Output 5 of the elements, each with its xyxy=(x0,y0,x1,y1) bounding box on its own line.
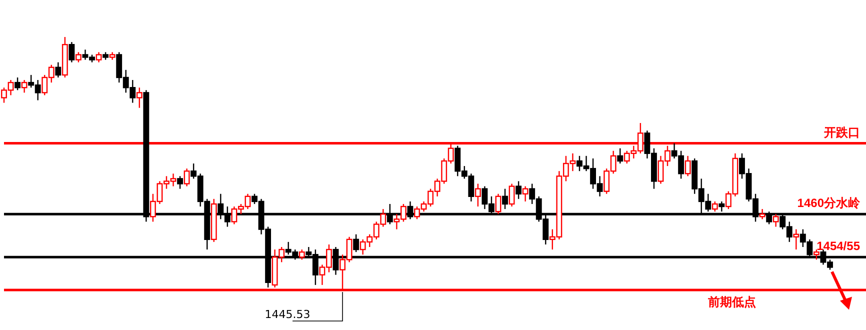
text: 1445.53 xyxy=(264,308,310,321)
annotation: 1454/55 xyxy=(816,239,860,254)
ref-line-label: 开跌口 xyxy=(823,125,860,140)
ref-line-label: 1460分水岭 xyxy=(797,196,861,210)
ref-line-label: 前期低点 xyxy=(707,295,756,309)
